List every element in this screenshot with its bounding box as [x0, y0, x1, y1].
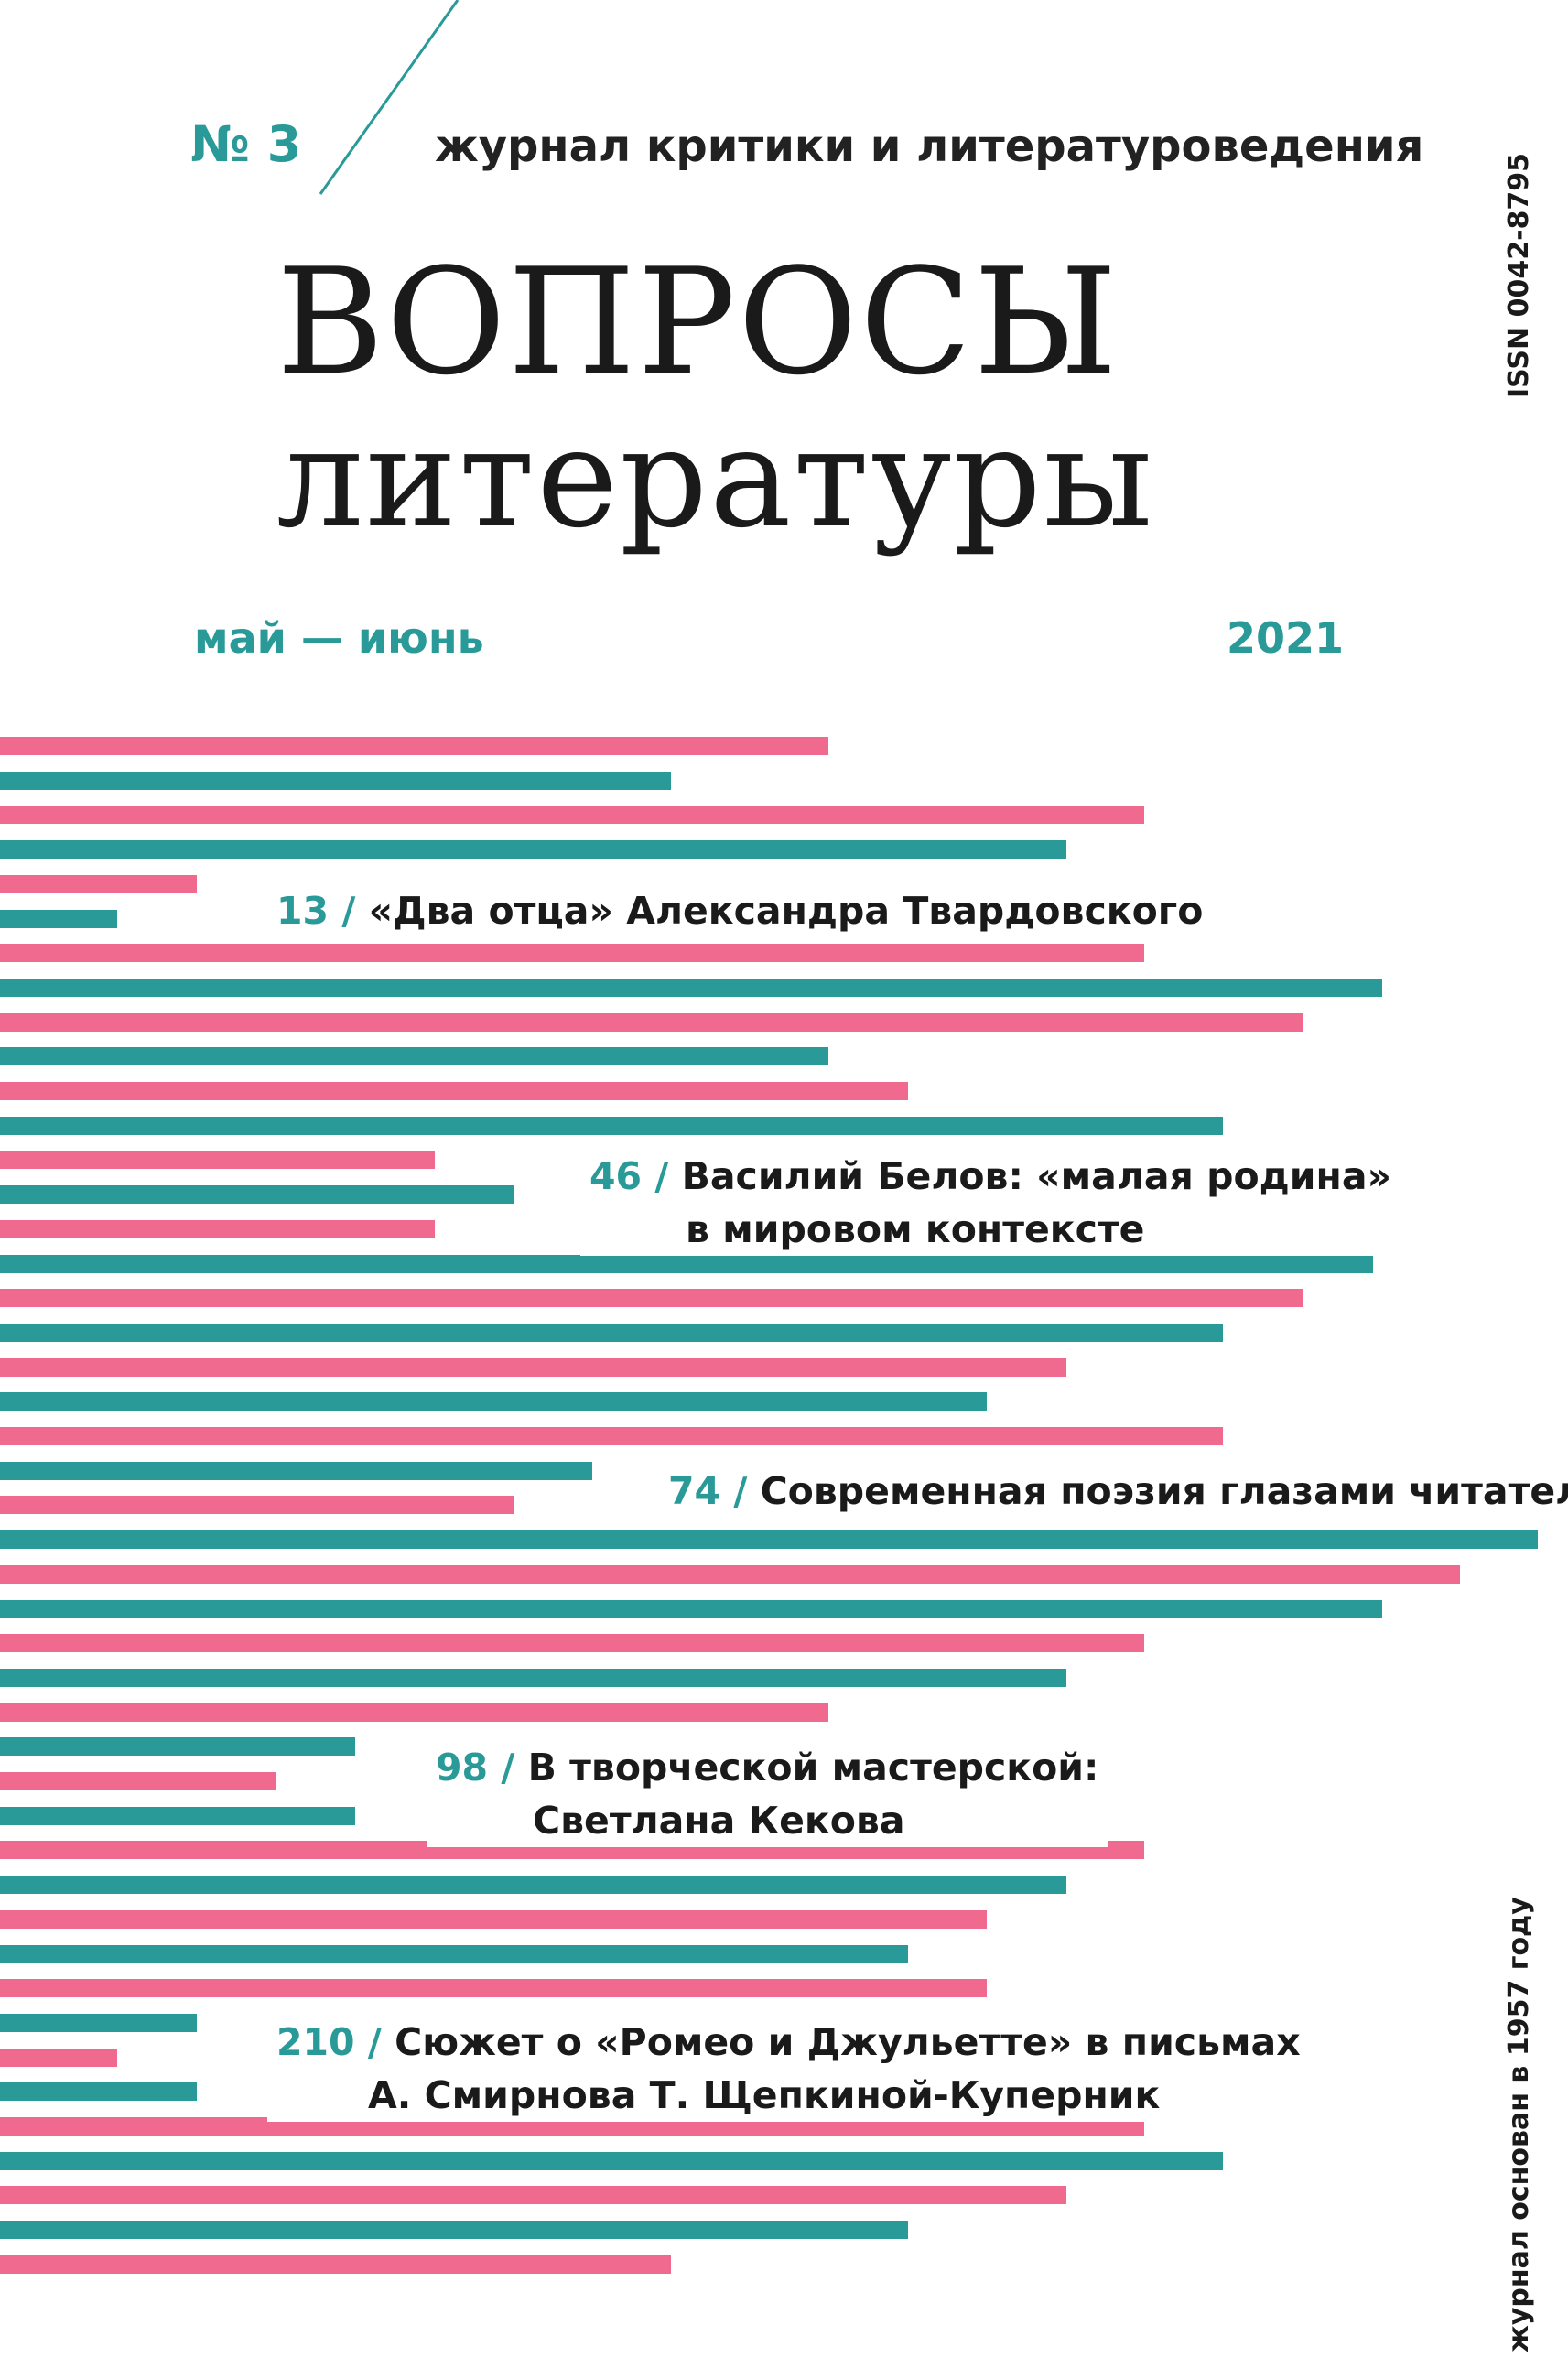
toc-title: «Два отца» Александра Твардовского	[368, 889, 1204, 933]
stripe-bar	[0, 806, 1144, 824]
toc-title: Современная поэзия глазами читателя	[760, 1469, 1568, 1513]
toc-entry-3: 74 / Современная поэзия глазами читателя	[659, 1465, 1568, 1518]
stripe-bar	[0, 772, 671, 790]
stripe-bar	[0, 1737, 355, 1756]
stripe-bar	[0, 1427, 1223, 1445]
stripe-bar	[0, 1255, 1373, 1273]
stripe-bar	[0, 1047, 828, 1065]
stripe-bar	[0, 1289, 1303, 1307]
stripe-bar	[0, 2014, 197, 2032]
toc-title-continued: Светлана Кекова	[533, 1799, 905, 1843]
stripe-bar	[0, 1634, 1144, 1652]
toc-title-continued: А. Смирнова Т. Щепкиной-Куперник	[368, 2073, 1161, 2117]
issue-year: 2021	[1227, 613, 1345, 663]
stripe-bar	[0, 2221, 908, 2239]
toc-page-number: 98 /	[436, 1746, 515, 1790]
stripe-bar	[0, 1151, 435, 1169]
stripe-bar	[0, 2049, 117, 2067]
stripe-bar	[0, 979, 1382, 997]
stripe-bar	[0, 1496, 514, 1514]
stripe-bar	[0, 1979, 987, 1997]
stripe-bar	[0, 1530, 1538, 1549]
stripe-bar	[0, 1807, 355, 1825]
stripe-bar	[0, 1117, 1223, 1135]
stripe-bar	[0, 1669, 1066, 1687]
stripe-bar	[0, 1565, 1460, 1584]
stripe-bar	[0, 1013, 1303, 1032]
stripe-bar	[0, 2082, 197, 2101]
stripe-bar	[0, 2152, 1223, 2170]
decorative-slash	[319, 0, 460, 195]
stripe-bar	[0, 1703, 828, 1722]
stripe-bar	[0, 1462, 592, 1480]
stripe-bar	[0, 1392, 987, 1411]
stripe-bar	[0, 1945, 908, 1963]
stripe-bar	[0, 2186, 1066, 2204]
stripe-bar	[0, 1082, 908, 1100]
stripe-bar	[0, 737, 828, 755]
stripe-bar	[0, 1358, 1066, 1377]
stripe-bar	[0, 1324, 1223, 1342]
stripe-bar	[0, 2117, 1144, 2136]
stripe-bar	[0, 1185, 514, 1204]
stripe-bar	[0, 910, 117, 928]
stripe-bar	[0, 875, 197, 893]
stripe-bar	[0, 1220, 435, 1238]
toc-page-number: 13 /	[276, 889, 356, 933]
stripe-bar	[0, 1876, 1066, 1894]
issue-months: май — июнь	[194, 613, 484, 663]
stripe-bar	[0, 1772, 276, 1790]
stripe-bar	[0, 1600, 1382, 1618]
toc-entry-1: 13 / «Два отца» Александра Твардовского	[267, 884, 1213, 937]
issue-number: № 3	[190, 115, 302, 173]
toc-entry-5: 210 / Сюжет о «Ромео и Джульетте» в пись…	[267, 2016, 1310, 2122]
toc-entry-2: 46 / Василий Белов: «малая родина» в мир…	[580, 1150, 1400, 1256]
stripe-bar	[0, 840, 1066, 859]
stripe-bar	[0, 1910, 987, 1929]
journal-subtitle: журнал критики и литературоведения	[435, 121, 1424, 172]
journal-title-line1: ВОПРОСЫ	[276, 236, 1119, 407]
toc-title: Сюжет о «Ромео и Джульетте» в письмах	[395, 2020, 1301, 2064]
toc-page-number: 74 /	[668, 1469, 748, 1513]
toc-page-number: 46 /	[589, 1154, 669, 1198]
journal-title-line2: литературы	[276, 399, 1155, 558]
toc-page-number: 210 /	[276, 2020, 382, 2064]
toc-entry-4: 98 / В творческой мастерской: Светлана К…	[427, 1741, 1108, 1847]
toc-title: Василий Белов: «малая родина»	[681, 1154, 1391, 1198]
toc-title-continued: в мировом контексте	[686, 1207, 1145, 1251]
stripe-bar	[0, 944, 1144, 962]
stripe-bar	[0, 2255, 671, 2274]
toc-title: В творческой мастерской:	[527, 1746, 1099, 1790]
